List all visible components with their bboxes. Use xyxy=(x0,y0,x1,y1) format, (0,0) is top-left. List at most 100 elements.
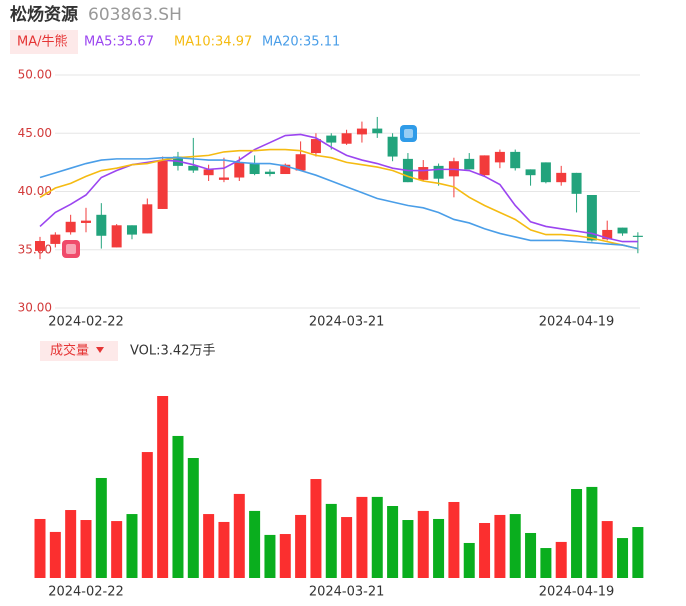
volume-tab-label[interactable]: 成交量 xyxy=(50,343,89,359)
volume-bar xyxy=(371,496,383,578)
volume-bar xyxy=(448,501,460,578)
volume-bar xyxy=(141,452,153,578)
candle-body xyxy=(464,158,475,170)
candle-body xyxy=(249,163,260,175)
volume-bar xyxy=(632,527,644,578)
candle-body xyxy=(80,220,91,223)
candle-body xyxy=(586,194,597,241)
x-tick-label: 2024-04-19 xyxy=(539,315,615,330)
candle-body xyxy=(387,136,398,157)
x-tick-label: 2024-02-22 xyxy=(48,315,124,330)
volume-bar xyxy=(126,514,138,578)
volume-bar xyxy=(387,506,399,578)
candle-body xyxy=(617,227,628,234)
volume-bar xyxy=(34,518,46,578)
signal-icon-inner xyxy=(404,129,413,138)
candle-body xyxy=(510,151,521,169)
candle-body xyxy=(50,234,61,244)
ma-line xyxy=(39,156,639,250)
volume-bar xyxy=(509,514,521,578)
indicator-tab[interactable] xyxy=(10,30,78,54)
volume-bar xyxy=(571,489,583,578)
candle-body xyxy=(126,225,137,235)
candle-body xyxy=(188,165,199,171)
candle-body xyxy=(540,162,551,183)
dropdown-arrow[interactable] xyxy=(96,347,104,353)
ma-line xyxy=(39,148,639,250)
candle-body xyxy=(356,128,367,135)
y-tick-label: 40.00 xyxy=(18,184,52,198)
volume-bar xyxy=(65,510,77,578)
volume-bar xyxy=(279,534,291,578)
volume-bar xyxy=(157,396,169,578)
volume-bar xyxy=(417,510,429,578)
candle-body xyxy=(372,128,383,134)
volume-bar xyxy=(341,517,353,578)
volume-bar xyxy=(218,521,230,578)
y-tick-label: 45.00 xyxy=(18,126,52,140)
candle-body xyxy=(525,169,536,176)
y-tick-label: 50.00 xyxy=(18,68,52,82)
candle-body xyxy=(602,229,613,240)
volume-bar xyxy=(402,520,414,578)
ma10-label: MA10:34.97 xyxy=(174,35,252,50)
candle-body xyxy=(310,139,321,154)
candle-body xyxy=(65,221,76,233)
volume-tab[interactable] xyxy=(40,341,118,361)
volume-label: VOL:3.42万手 xyxy=(130,344,215,359)
candle-body xyxy=(556,172,567,183)
x-tick-label: 2024-03-21 xyxy=(309,315,385,330)
candle-body xyxy=(571,172,582,194)
plot: 30.00 35.00 40.00 45.00 50.00 2024-02-22 2024-… xyxy=(18,68,644,600)
volume-bar xyxy=(433,518,445,578)
volume-bar xyxy=(525,532,537,578)
volume-bar xyxy=(310,479,322,578)
volume-bar xyxy=(172,435,184,578)
volume-bar xyxy=(264,534,276,578)
volume-bar xyxy=(463,542,475,578)
candle-body xyxy=(341,133,352,144)
volume-bar xyxy=(49,531,61,578)
volume-bar xyxy=(325,503,337,578)
candle-body xyxy=(433,165,444,179)
candle-body xyxy=(326,135,337,143)
stock-name: 松炀资源 xyxy=(10,4,78,25)
y-tick-label: 35.00 xyxy=(18,242,52,256)
candle-body xyxy=(280,164,291,175)
candle-body xyxy=(96,214,107,236)
stock-code: 603863.SH xyxy=(88,5,182,25)
candle-body xyxy=(234,162,245,178)
volume-bar xyxy=(95,477,107,578)
volume-bar xyxy=(187,458,199,578)
volume-bar xyxy=(233,493,245,578)
candle-body xyxy=(418,167,429,180)
volume-bar xyxy=(494,514,506,578)
candle-body xyxy=(142,204,153,234)
indicator-label[interactable]: MA/牛熊 xyxy=(17,34,68,50)
candle-body xyxy=(295,154,306,171)
volume-bar xyxy=(586,486,598,578)
candle-body xyxy=(632,235,643,237)
candle-body xyxy=(35,241,45,251)
candle-body xyxy=(111,225,122,248)
candle-body xyxy=(203,169,214,176)
signal-icon-inner xyxy=(66,244,76,254)
candle-body xyxy=(479,155,490,176)
volume-bar xyxy=(601,521,613,578)
x-tick-label: 2024-03-21 xyxy=(309,585,385,600)
y-tick-label: 30.00 xyxy=(18,301,52,315)
volume-bar xyxy=(80,520,92,578)
x-tick-label: 2024-02-22 xyxy=(48,585,124,600)
volume-bar xyxy=(479,522,491,578)
candle-body xyxy=(218,177,229,180)
candle-body xyxy=(264,171,275,175)
volume-bar xyxy=(356,496,368,578)
volume-bar xyxy=(203,514,215,578)
volume-bar xyxy=(249,510,261,578)
candle-body xyxy=(494,151,505,163)
volume-bar xyxy=(540,548,552,578)
volume-bar xyxy=(295,514,307,578)
volume-bar xyxy=(617,538,629,578)
x-tick-label: 2024-04-19 xyxy=(539,585,615,600)
